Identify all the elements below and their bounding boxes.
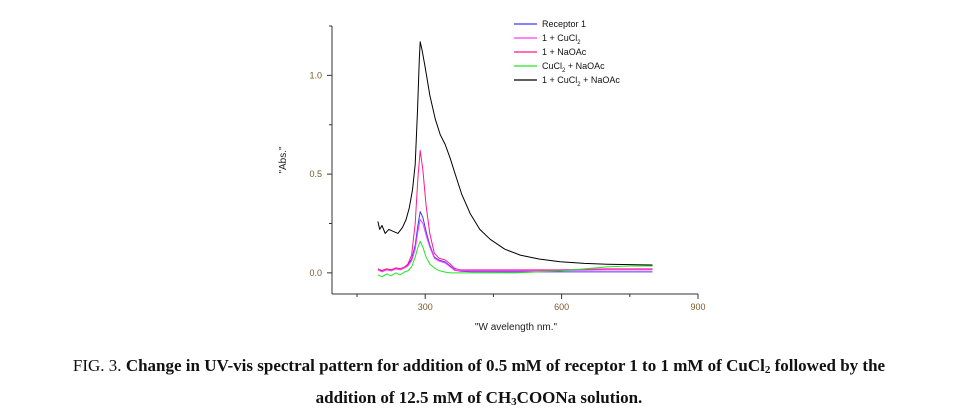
y-tick-label: 0.0 [309, 268, 322, 278]
caption-bold-suffix-2: COONa solution. [516, 388, 643, 407]
x-tick-label: 900 [690, 302, 705, 312]
series-line-receptor-1 [377, 211, 653, 273]
uv-vis-chart: 0.0 0.5 1.0 300 600 900 "Abs." "W avelength … [278, 19, 706, 333]
caption-subscript-2: 3 [511, 396, 517, 408]
x-ticks: 300 600 900 [356, 294, 706, 312]
caption-bold-suffix: followed by the [770, 356, 886, 375]
legend-label: 1 + CuCl2 [542, 33, 581, 46]
x-axis-title: "W avelength nm." [475, 322, 558, 333]
series-line-1-cucl2 [377, 219, 653, 273]
figure-caption-line-2: addition of 12.5 mM of CH3COONa solution… [0, 388, 958, 408]
legend-label: CuCl2 + NaOAc [542, 61, 605, 74]
caption-subscript: 2 [764, 364, 771, 376]
y-ticks: 0.0 0.5 1.0 [309, 25, 332, 278]
x-tick-label: 600 [554, 302, 569, 312]
series-line-1-cucl2-naoac [377, 41, 653, 266]
legend-label: 1 + NaOAc [542, 47, 587, 57]
y-axis-title: "Abs." [278, 146, 289, 174]
x-tick-label: 300 [418, 302, 433, 312]
legend-label: Receptor 1 [542, 19, 586, 29]
series-line-1-naoac [377, 149, 653, 271]
y-tick-label: 0.5 [309, 169, 322, 179]
series-line-cucl2-naoac [377, 240, 653, 278]
caption-bold-text: Change in UV-vis spectral pattern for ad… [125, 356, 765, 375]
plot-lines [377, 41, 653, 278]
legend-label: 1 + CuCl2 + NaOAc [542, 75, 620, 88]
figure-caption-line-1: FIG. 3. Change in UV-vis spectral patter… [0, 356, 958, 376]
axes: 0.0 0.5 1.0 300 600 900 "Abs." "W avelength … [278, 25, 706, 333]
caption-bold-text-2: addition of 12.5 mM of CH [315, 388, 512, 407]
caption-prefix: FIG. 3. [72, 356, 126, 375]
y-tick-label: 1.0 [309, 70, 322, 80]
